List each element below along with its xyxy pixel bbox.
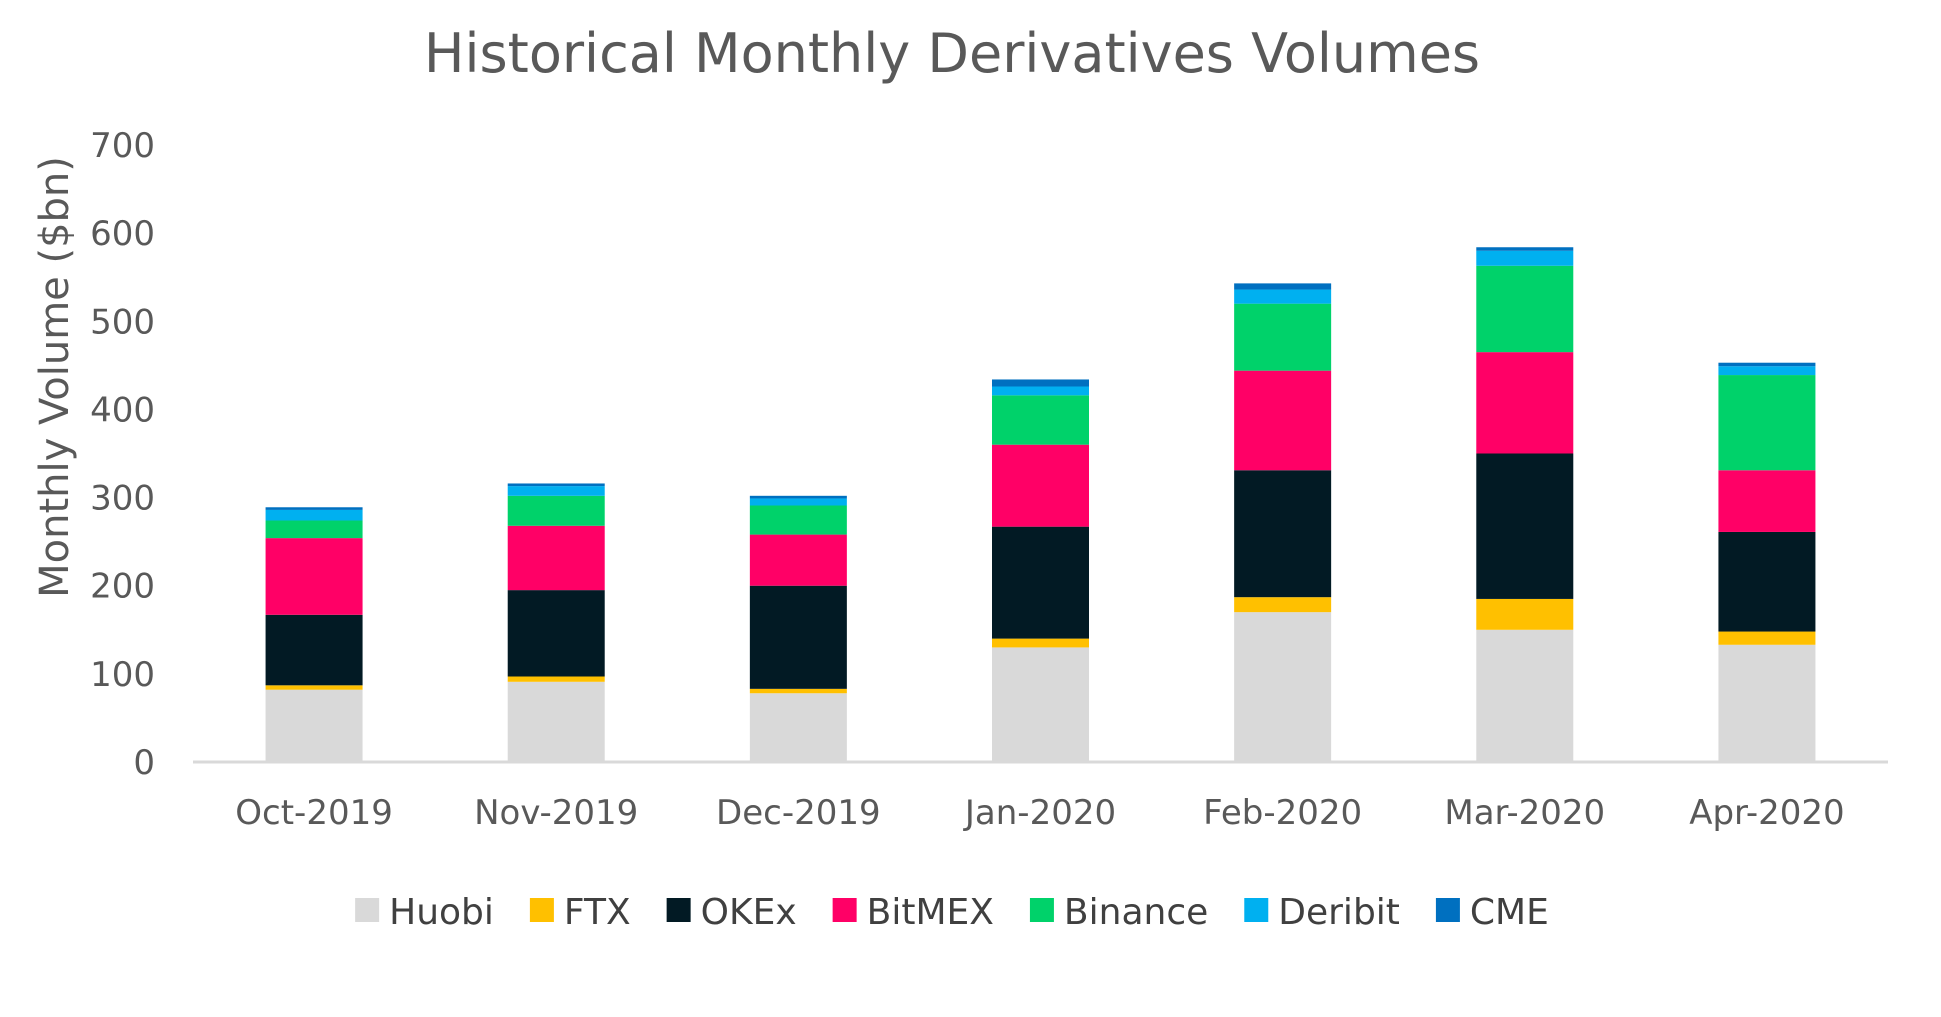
bar-bitmex-oct-2019: [265, 538, 363, 615]
bar-okex-nov-2019: [507, 590, 605, 677]
bar-huobi-apr-2020: [1718, 644, 1816, 762]
bar-okex-oct-2019: [265, 614, 363, 686]
bar-bitmex-feb-2020: [1234, 370, 1332, 471]
bar-bitmex-apr-2020: [1718, 470, 1816, 532]
legend-swatch-bitmex: [832, 898, 857, 922]
bar-ftx-jan-2020: [992, 638, 1089, 648]
x-axis-ticks: Oct-2019 Nov-2019 Dec-2019 Jan-2020 Feb-2020…: [235, 793, 1844, 833]
legend: Huobi FTX OKEx BitMEX Binance Deribit CME: [355, 892, 1549, 933]
bar-cme-dec-2019: [749, 495, 847, 499]
x-tick-label: Dec-2019: [716, 793, 881, 833]
legend-swatch-cme: [1435, 898, 1460, 922]
bar-bitmex-jan-2020: [992, 444, 1089, 527]
legend-swatch-huobi: [355, 898, 380, 922]
bar-ftx-nov-2019: [507, 676, 605, 682]
bar-huobi-dec-2019: [749, 693, 847, 762]
x-tick-label: Jan-2020: [963, 793, 1116, 833]
legend-swatch-binance: [1029, 898, 1054, 922]
legend-label-okex: OKEx: [701, 892, 797, 933]
y-tick-label: 700: [90, 126, 155, 166]
bar-bitmex-mar-2020: [1476, 352, 1574, 454]
x-tick-label: Apr-2020: [1689, 793, 1844, 833]
y-tick-label: 400: [90, 390, 155, 430]
bar-deribit-oct-2019: [265, 509, 363, 521]
bar-binance-dec-2019: [749, 505, 847, 535]
x-tick-label: Nov-2019: [474, 793, 638, 833]
bar-binance-nov-2019: [507, 495, 605, 526]
bar-huobi-mar-2020: [1476, 629, 1574, 762]
bar-bitmex-dec-2019: [749, 534, 847, 586]
x-tick-label: Feb-2020: [1203, 793, 1362, 833]
y-tick-label: 200: [90, 567, 155, 607]
bar-okex-mar-2020: [1476, 453, 1574, 599]
bar-deribit-jan-2020: [992, 386, 1089, 396]
bar-okex-apr-2020: [1718, 531, 1816, 632]
legend-swatch-ftx: [529, 898, 554, 922]
bar-ftx-feb-2020: [1234, 597, 1332, 613]
bar-ftx-mar-2020: [1476, 598, 1574, 630]
legend-label-cme: CME: [1470, 892, 1549, 933]
bar-okex-jan-2020: [992, 526, 1089, 639]
x-tick-label: Oct-2019: [235, 793, 393, 833]
bar-cme-oct-2019: [265, 507, 363, 510]
y-tick-label: 100: [90, 655, 155, 695]
bar-okex-dec-2019: [749, 585, 847, 689]
bar-okex-feb-2020: [1234, 470, 1332, 598]
bar-cme-mar-2020: [1476, 247, 1574, 251]
bar-deribit-mar-2020: [1476, 250, 1574, 266]
legend-swatch-deribit: [1244, 898, 1269, 922]
bar-binance-apr-2020: [1718, 375, 1816, 471]
legend-label-ftx: FTX: [564, 892, 631, 933]
bar-ftx-dec-2019: [749, 688, 847, 694]
bar-cme-nov-2019: [507, 483, 605, 487]
bar-deribit-feb-2020: [1234, 289, 1332, 304]
bar-huobi-nov-2019: [507, 681, 605, 762]
y-axis-label: Monthly Volume ($bn): [32, 156, 78, 598]
bar-cme-apr-2020: [1718, 362, 1816, 367]
chart-title: Historical Monthly Derivatives Volumes: [424, 22, 1480, 85]
bar-cme-jan-2020: [992, 379, 1089, 387]
y-tick-label: 600: [90, 214, 155, 254]
bar-binance-jan-2020: [992, 395, 1089, 445]
legend-label-huobi: Huobi: [389, 892, 494, 933]
legend-label-binance: Binance: [1064, 892, 1208, 933]
bar-binance-oct-2019: [265, 520, 363, 539]
bar-ftx-apr-2020: [1718, 631, 1816, 645]
y-tick-label: 300: [90, 479, 155, 519]
bar-huobi-feb-2020: [1234, 612, 1332, 762]
bar-ftx-oct-2019: [265, 685, 363, 690]
bar-binance-mar-2020: [1476, 265, 1574, 353]
legend-label-deribit: Deribit: [1278, 892, 1400, 933]
bar-cme-feb-2020: [1234, 283, 1332, 290]
y-tick-label: 500: [90, 302, 155, 342]
legend-label-bitmex: BitMEX: [867, 892, 994, 933]
legend-swatch-okex: [666, 898, 691, 922]
bar-bitmex-nov-2019: [507, 525, 605, 591]
y-tick-label: 0: [133, 743, 155, 783]
bar-deribit-dec-2019: [749, 498, 847, 506]
bar-binance-feb-2020: [1234, 303, 1332, 371]
bars-group: [265, 247, 1816, 762]
y-axis-ticks: 0 100 200 300 400 500 600 700: [90, 126, 155, 783]
bar-huobi-jan-2020: [992, 647, 1089, 762]
bar-deribit-apr-2020: [1718, 366, 1816, 376]
bar-deribit-nov-2019: [507, 486, 605, 496]
x-tick-label: Mar-2020: [1444, 793, 1605, 833]
bar-huobi-oct-2019: [265, 689, 363, 762]
